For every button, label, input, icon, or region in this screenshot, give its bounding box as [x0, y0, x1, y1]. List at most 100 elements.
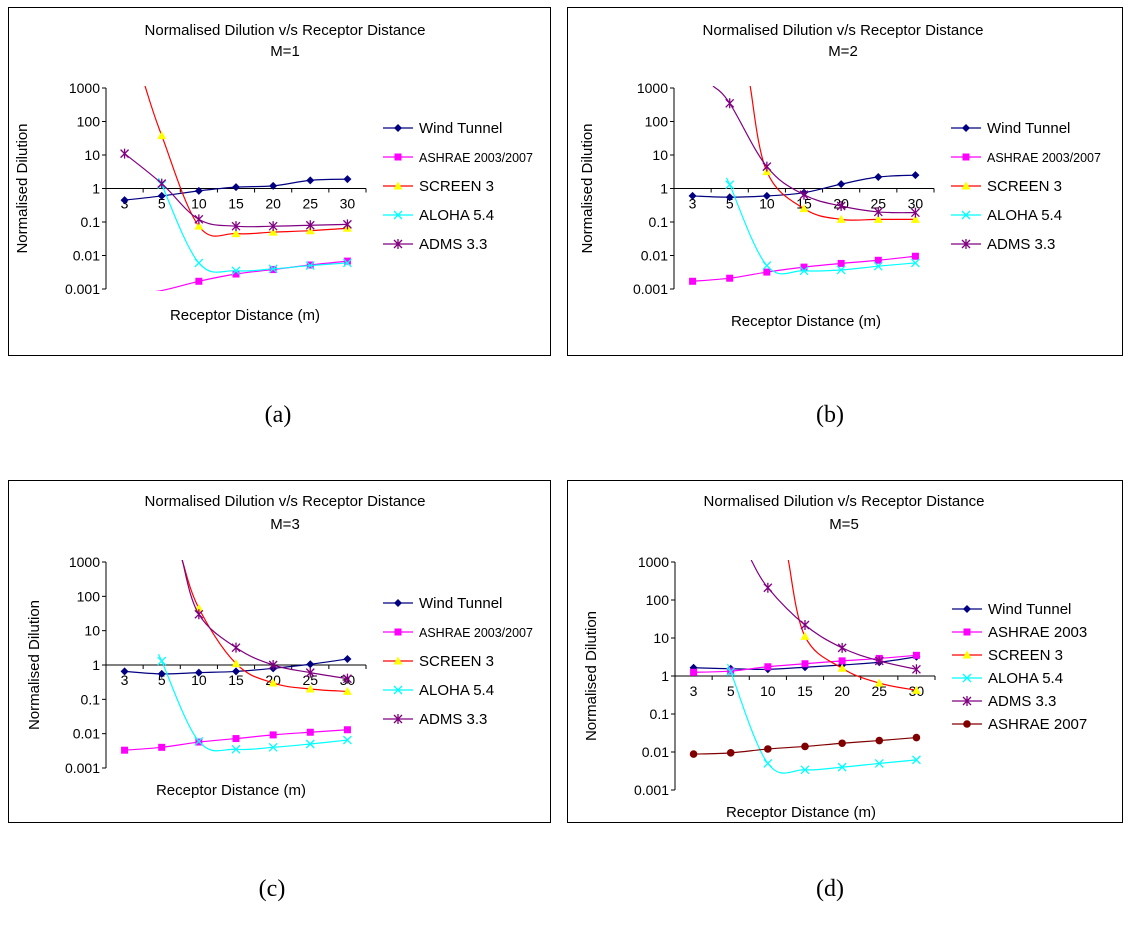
legend-item-aloha: ALOHA 5.4 [951, 207, 1062, 224]
y-tick-label: 1 [661, 668, 669, 684]
x-tick-label: 30 [340, 196, 356, 212]
data-point-aloha [873, 261, 883, 271]
y-tick-label: 1000 [69, 554, 100, 570]
chart-title: Normalised Dilution v/s Receptor Distanc… [703, 22, 984, 39]
legend-label: ASHRAE 2003 [988, 624, 1087, 641]
y-tick-label: 0.01 [73, 726, 100, 742]
chart-panel-b: Normalised Dilution v/s Receptor Distanc… [567, 7, 1123, 356]
data-point-ashrae [800, 263, 808, 271]
data-point-ashrae [690, 668, 698, 676]
caption-b: (b) [816, 402, 844, 428]
data-point-wind_tunnel [837, 180, 846, 189]
data-point-ashrae [874, 256, 882, 264]
legend-label: Wind Tunnel [988, 601, 1071, 618]
data-point-screen3 [910, 214, 920, 223]
legend-label: ASHRAE 2003/2007 [419, 151, 533, 165]
series-ashrae2007 [689, 733, 921, 758]
data-point-screen3 [157, 131, 167, 140]
data-point-wind_tunnel [269, 181, 278, 190]
data-point-adms [800, 619, 810, 630]
chart-title: Normalised Dilution v/s Receptor Distanc… [704, 493, 985, 510]
legend-item-wind_tunnel: Wind Tunnel [952, 601, 1071, 618]
data-point-ashrae [726, 274, 734, 282]
legend-marker [962, 673, 972, 683]
data-point-aloha [268, 742, 278, 752]
data-point-ashrae2007 [689, 750, 698, 758]
data-point-ashrae [343, 726, 351, 734]
data-point-aloha [800, 765, 810, 775]
data-point-aloha [305, 261, 315, 271]
x-tick-label: 30 [908, 196, 924, 212]
data-point-screen3 [800, 631, 810, 640]
legend-marker [393, 685, 403, 695]
legend-marker [394, 153, 402, 161]
legend-marker [962, 650, 972, 659]
data-point-screen3 [231, 659, 241, 668]
x-tick-label: 3 [121, 672, 129, 688]
data-point-adms [231, 642, 241, 653]
chart-subtitle: M=3 [270, 516, 300, 533]
y-tick-label: 0.01 [641, 248, 668, 264]
legend-marker [962, 124, 970, 132]
x-tick-label: 15 [797, 683, 813, 699]
data-point-wind_tunnel [725, 193, 734, 202]
data-point-adms [194, 214, 204, 225]
data-point-aloha [726, 667, 736, 677]
data-point-aloha [194, 258, 204, 268]
x-axis-label: Receptor Distance (m) [156, 782, 306, 799]
series-aloha [726, 663, 921, 775]
data-point-wind_tunnel [343, 654, 352, 663]
x-axis-label: Receptor Distance (m) [731, 313, 881, 330]
data-point-adms [837, 642, 847, 653]
y-tick-label: 10 [84, 147, 100, 163]
data-point-aloha [342, 735, 352, 745]
x-tick-label: 5 [158, 196, 166, 212]
legend-marker [393, 656, 403, 665]
data-point-ashrae [195, 277, 203, 285]
y-tick-label: 100 [646, 592, 670, 608]
data-point-ashrae2007 [764, 745, 772, 753]
data-point-ashrae [232, 735, 240, 743]
data-point-adms [157, 178, 167, 189]
legend-item-adms: ADMS 3.3 [383, 711, 487, 728]
x-tick-label: 15 [228, 672, 244, 688]
data-point-adms [194, 609, 204, 620]
series-line-adms [750, 560, 917, 670]
series-adms [120, 148, 352, 232]
data-point-wind_tunnel [120, 667, 129, 676]
data-point-wind_tunnel [688, 191, 697, 200]
y-tick-label: 1000 [638, 554, 669, 570]
legend-label: Wind Tunnel [419, 595, 502, 612]
data-point-wind_tunnel [232, 667, 240, 676]
y-tick-label: 1 [92, 181, 100, 197]
data-point-wind_tunnel [157, 191, 166, 200]
data-point-ashrae [837, 259, 845, 267]
legend-label: ADMS 3.3 [988, 693, 1056, 710]
data-point-ashrae2007 [912, 733, 921, 742]
data-point-ashrae2007 [838, 739, 846, 748]
y-axis-label: Normalised Dilution [583, 611, 600, 741]
series-ashrae [155, 257, 351, 291]
legend-label: SCREEN 3 [988, 647, 1063, 664]
chart-title: Normalised Dilution v/s Receptor Distanc… [145, 22, 426, 39]
chart-panel-c: Normalised Dilution v/s Receptor Distanc… [8, 480, 551, 823]
data-point-ashrae [343, 257, 351, 265]
legend-label: ALOHA 5.4 [988, 670, 1063, 687]
legend-marker [962, 696, 972, 706]
data-point-wind_tunnel [194, 186, 203, 195]
data-point-wind_tunnel [120, 196, 129, 205]
chart-svg-a: Normalised Dilution v/s Receptor Distanc… [14, 22, 533, 324]
x-axis-label: Receptor Distance (m) [726, 804, 876, 821]
chart-subtitle: M=2 [828, 43, 858, 60]
data-point-aloha [231, 266, 241, 276]
legend-marker [961, 181, 971, 190]
legend-label: ALOHA 5.4 [987, 207, 1062, 224]
data-point-ashrae2007 [726, 749, 735, 757]
caption-a: (a) [264, 402, 292, 428]
data-point-adms [836, 201, 846, 212]
data-point-adms [873, 206, 883, 217]
data-point-wind_tunnel [306, 176, 315, 185]
y-tick-label: 1 [92, 657, 100, 673]
data-point-adms [911, 664, 921, 675]
data-point-aloha [194, 736, 204, 746]
